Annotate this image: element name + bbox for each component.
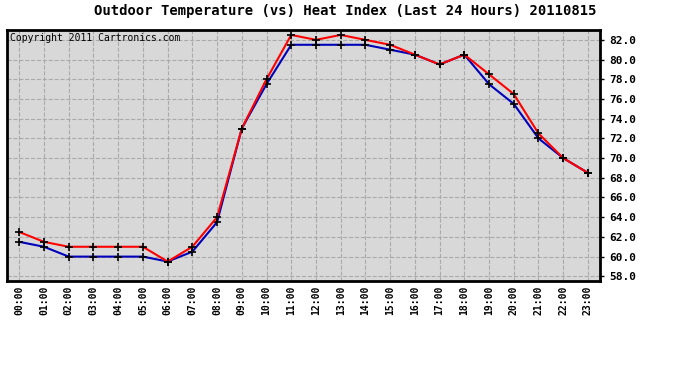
- Text: Copyright 2011 Cartronics.com: Copyright 2011 Cartronics.com: [10, 33, 180, 42]
- Text: Outdoor Temperature (vs) Heat Index (Last 24 Hours) 20110815: Outdoor Temperature (vs) Heat Index (Las…: [94, 4, 596, 18]
